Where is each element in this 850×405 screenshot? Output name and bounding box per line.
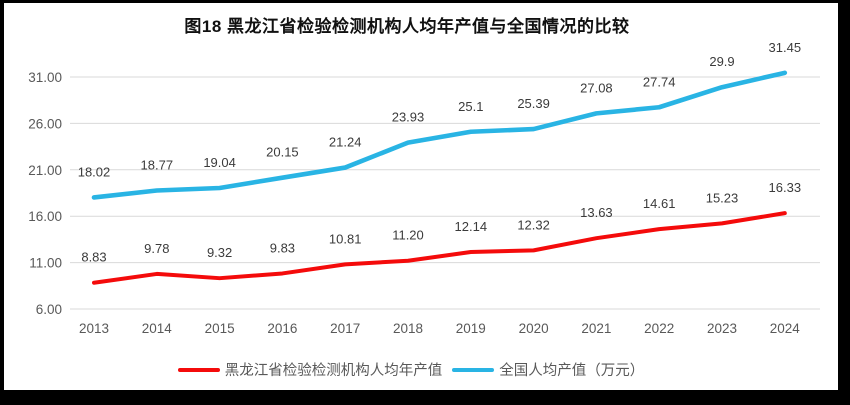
data-label-heilongjiang: 10.81 [329, 231, 362, 246]
data-label-heilongjiang: 8.83 [81, 250, 106, 265]
data-label-national: 18.77 [141, 157, 174, 172]
data-label-heilongjiang: 15.23 [706, 190, 739, 205]
x-axis-tick-label: 2018 [393, 321, 423, 336]
data-label-national: 19.04 [203, 155, 236, 170]
data-label-national: 27.74 [643, 74, 676, 89]
x-axis-tick-label: 2020 [519, 321, 549, 336]
line-chart: 6.00 11.00 16.00 21.00 26.00 31.00 2013 2014 201… [28, 40, 820, 336]
x-axis-tick-label: 2023 [707, 321, 737, 336]
y-axis-tick-label: 31.00 [28, 70, 62, 85]
data-label-heilongjiang: 12.32 [517, 217, 550, 232]
data-label-national: 21.24 [329, 135, 362, 150]
x-axis-tick-label: 2013 [79, 321, 109, 336]
x-axis-tick-label: 2017 [330, 321, 360, 336]
data-label-heilongjiang: 11.20 [392, 228, 424, 243]
data-label-heilongjiang: 9.83 [270, 240, 295, 255]
chart-legend: 黑龙江省检验检测机构人均年产值 全国人均产值（万元） [4, 359, 828, 380]
legend-label-heilongjiang: 黑龙江省检验检测机构人均年产值 [224, 363, 443, 379]
x-axis-tick-label: 2024 [770, 321, 801, 336]
y-axis-tick-label: 21.00 [28, 163, 62, 178]
y-axis-tick-label: 26.00 [28, 116, 62, 131]
x-axis-tick-label: 2015 [205, 321, 235, 336]
y-axis-tick-label: 6.00 [36, 302, 62, 317]
data-label-national: 25.39 [517, 96, 550, 111]
data-label-national: 27.08 [580, 80, 613, 95]
x-axis-tick-label: 2019 [456, 321, 486, 336]
legend-item-national: 全国人均产值（万元） [452, 359, 644, 380]
data-label-national: 29.9 [709, 54, 734, 69]
legend-swatch-national-line [452, 367, 495, 372]
data-label-national: 23.93 [392, 110, 425, 125]
legend-swatch-heilongjiang-line [177, 367, 220, 372]
x-axis-tick-label: 2014 [142, 321, 173, 336]
data-label-heilongjiang: 9.32 [207, 245, 232, 260]
data-label-national: 25.1 [458, 99, 483, 114]
x-axis-tick-label: 2022 [644, 321, 674, 336]
chart-canvas: 图18 黑龙江省检验检测机构人均年产值与全国情况的比较 6.00 11.00 16.… [4, 3, 838, 390]
data-label-national: 18.02 [78, 164, 111, 179]
data-label-national: 31.45 [769, 40, 802, 55]
y-axis-tick-label: 16.00 [28, 209, 62, 224]
y-axis-tick-label: 11.00 [29, 256, 62, 271]
legend-label-national: 全国人均产值（万元） [499, 363, 645, 379]
data-label-heilongjiang: 12.14 [455, 219, 488, 234]
x-axis-tick-label: 2016 [267, 321, 297, 336]
data-label-heilongjiang: 14.61 [643, 196, 676, 211]
data-label-national: 20.15 [266, 145, 299, 160]
data-label-heilongjiang: 13.63 [580, 205, 613, 220]
series-line-national [91, 70, 788, 200]
data-label-heilongjiang: 16.33 [769, 180, 802, 195]
data-label-heilongjiang: 9.78 [144, 241, 169, 256]
legend-item-heilongjiang: 黑龙江省检验检测机构人均年产值 [177, 359, 443, 380]
chart-title: 图18 黑龙江省检验检测机构人均年产值与全国情况的比较 [184, 17, 630, 36]
series-line-heilongjiang [92, 211, 787, 285]
x-axis-tick-label: 2021 [581, 321, 611, 336]
